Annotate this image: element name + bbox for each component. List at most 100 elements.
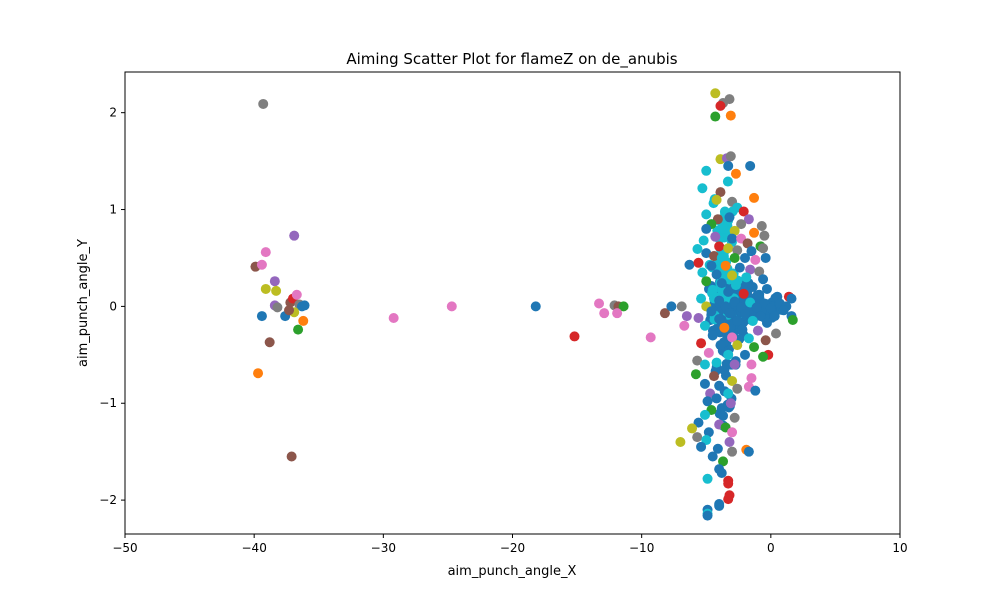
data-point bbox=[701, 435, 712, 446]
data-point bbox=[754, 289, 765, 300]
data-point bbox=[716, 278, 727, 289]
data-point bbox=[707, 451, 718, 462]
y-tick-label: −1 bbox=[99, 396, 117, 410]
data-point bbox=[714, 313, 725, 324]
y-axis-label: aim_punch_angle_Y bbox=[76, 239, 91, 367]
data-point bbox=[727, 446, 738, 457]
data-point bbox=[299, 300, 310, 311]
data-point bbox=[729, 296, 740, 307]
data-point bbox=[718, 410, 729, 421]
data-point bbox=[727, 427, 738, 438]
data-point bbox=[755, 311, 766, 322]
data-point bbox=[778, 305, 789, 316]
data-point bbox=[740, 309, 750, 320]
data-point bbox=[676, 301, 687, 312]
data-point bbox=[289, 230, 300, 241]
data-point bbox=[750, 254, 761, 265]
data-point bbox=[714, 241, 725, 252]
data-point bbox=[732, 383, 743, 394]
data-point bbox=[569, 331, 580, 342]
data-point bbox=[701, 248, 712, 259]
data-point bbox=[711, 393, 722, 404]
data-point bbox=[696, 293, 707, 304]
data-point bbox=[716, 467, 727, 478]
data-point bbox=[696, 338, 707, 349]
data-point bbox=[727, 233, 738, 244]
data-point bbox=[269, 276, 280, 287]
data-point bbox=[692, 244, 703, 255]
data-point bbox=[698, 235, 709, 246]
data-point bbox=[746, 246, 757, 257]
data-point bbox=[723, 349, 734, 360]
data-point bbox=[769, 311, 780, 322]
data-point bbox=[750, 385, 761, 396]
data-point bbox=[734, 262, 745, 273]
data-point bbox=[714, 500, 725, 511]
data-point bbox=[724, 212, 735, 223]
data-point bbox=[787, 314, 798, 325]
data-point bbox=[738, 206, 749, 217]
data-point bbox=[707, 330, 718, 341]
data-point bbox=[752, 325, 763, 336]
data-point bbox=[697, 183, 708, 194]
data-point bbox=[745, 160, 756, 171]
data-point bbox=[298, 315, 309, 326]
data-point bbox=[718, 456, 729, 467]
data-point bbox=[715, 187, 726, 198]
data-point bbox=[729, 225, 740, 236]
data-point bbox=[271, 285, 282, 296]
data-point bbox=[711, 194, 722, 205]
data-point bbox=[701, 223, 712, 234]
y-tick-label: 0 bbox=[109, 299, 117, 313]
data-point bbox=[388, 313, 399, 324]
data-point bbox=[446, 301, 457, 312]
data-point bbox=[760, 335, 771, 346]
x-tick-label: −30 bbox=[371, 541, 396, 555]
data-point bbox=[722, 176, 733, 187]
data-point bbox=[725, 398, 736, 409]
data-point bbox=[706, 260, 717, 271]
data-point bbox=[286, 451, 297, 462]
data-point bbox=[702, 510, 713, 521]
data-point bbox=[723, 494, 734, 505]
data-point bbox=[736, 219, 747, 230]
y-tick-label: −2 bbox=[99, 493, 117, 507]
data-point bbox=[264, 337, 275, 348]
data-point bbox=[741, 272, 752, 283]
data-point bbox=[681, 311, 692, 322]
data-point bbox=[745, 264, 756, 275]
data-point bbox=[258, 98, 269, 109]
data-point bbox=[723, 286, 734, 297]
x-axis: −50 −40 −30 −20 −10 0 10 bbox=[112, 534, 908, 555]
data-point bbox=[716, 252, 727, 263]
chart-title: Aiming Scatter Plot for flameZ on de_anu… bbox=[346, 50, 677, 69]
x-tick-label: −20 bbox=[500, 541, 525, 555]
data-point bbox=[712, 443, 723, 454]
data-point bbox=[710, 88, 721, 99]
data-point bbox=[696, 441, 707, 452]
data-point bbox=[702, 473, 713, 484]
data-point bbox=[618, 301, 629, 312]
data-point bbox=[256, 259, 267, 270]
data-point bbox=[719, 365, 730, 376]
data-point bbox=[758, 243, 769, 254]
data-point bbox=[749, 227, 760, 238]
data-point bbox=[749, 342, 760, 353]
data-point bbox=[709, 371, 719, 382]
data-point bbox=[732, 315, 743, 326]
data-point bbox=[758, 274, 769, 285]
data-point bbox=[699, 359, 710, 370]
data-point bbox=[711, 269, 722, 280]
data-point bbox=[724, 308, 735, 319]
data-point bbox=[260, 283, 271, 294]
y-tick-label: 1 bbox=[109, 203, 117, 217]
data-point bbox=[711, 357, 722, 368]
data-point bbox=[742, 238, 753, 249]
data-point bbox=[746, 373, 757, 384]
y-axis: −2 −1 0 1 2 bbox=[99, 106, 125, 507]
data-point bbox=[732, 245, 743, 256]
data-point bbox=[703, 427, 714, 438]
data-point bbox=[765, 303, 776, 314]
